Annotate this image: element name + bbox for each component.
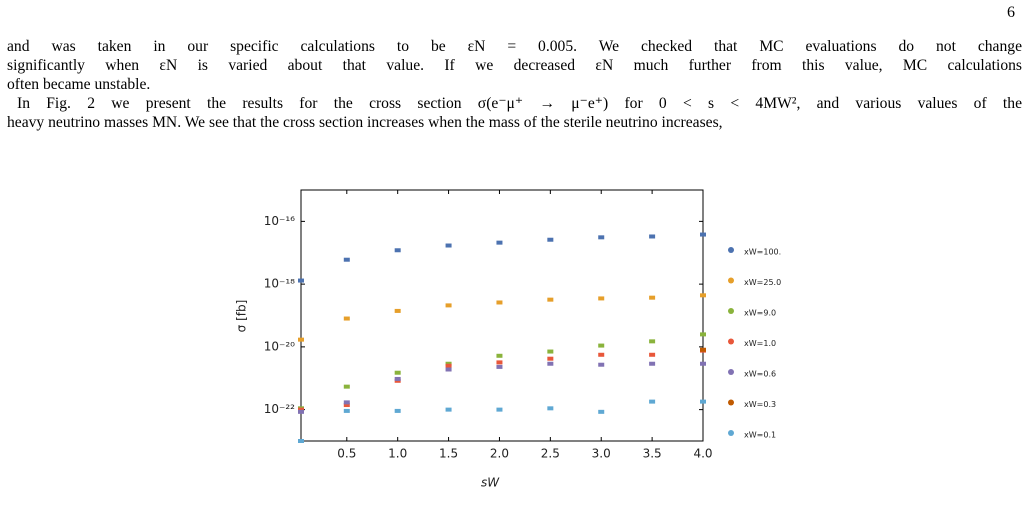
data-point (700, 347, 706, 352)
data-point (598, 296, 605, 301)
legend-label: xW=0.6 (744, 370, 776, 379)
legend-label: xW=100. (744, 248, 781, 257)
data-point (445, 407, 452, 412)
text-line: and was taken in our specific calculatio… (7, 38, 1022, 55)
data-point (445, 303, 452, 308)
data-point (298, 337, 304, 342)
data-point (298, 407, 304, 412)
data-point (649, 361, 656, 366)
data-point (547, 406, 554, 411)
legend-marker (728, 369, 734, 375)
data-point (445, 243, 452, 248)
data-point (343, 400, 350, 405)
data-point (700, 293, 706, 298)
legend-label: xW=9.0 (744, 309, 776, 318)
page-number: 6 (1007, 4, 1015, 21)
x-axis-label: sW (481, 476, 500, 490)
data-point (496, 364, 503, 369)
data-point (343, 408, 350, 413)
legend-marker (728, 338, 734, 345)
data-point (649, 352, 656, 357)
x-tick-label: 1.0 (388, 447, 407, 461)
legend-label: xW=0.1 (744, 431, 776, 440)
data-point (496, 240, 503, 245)
data-point (547, 297, 554, 302)
text-line: significantly when εN is varied about th… (7, 57, 1022, 74)
data-point (649, 339, 656, 344)
paragraph: and was taken in our specific calculatio… (7, 37, 1022, 94)
data-point (298, 278, 304, 283)
x-tick-label: 3.0 (592, 447, 611, 461)
plot-frame (300, 189, 704, 442)
legend-marker (728, 308, 734, 314)
data-point (343, 384, 350, 389)
x-tick-label: 0.5 (337, 447, 356, 461)
legend-label: xW=25.0 (744, 278, 781, 287)
data-point (298, 409, 304, 414)
data-point (700, 332, 706, 337)
data-point (649, 295, 656, 300)
data-point (700, 232, 706, 237)
data-point (496, 407, 503, 412)
data-point (598, 409, 605, 414)
data-point (343, 316, 350, 321)
data-point (700, 399, 706, 404)
data-point (394, 308, 401, 313)
x-tick-label: 2.0 (490, 447, 509, 461)
data-point (547, 356, 554, 361)
data-point (496, 300, 503, 305)
data-point (394, 408, 401, 413)
data-point (394, 376, 401, 381)
data-point (598, 343, 605, 348)
data-point (496, 353, 503, 358)
data-point (649, 234, 656, 239)
y-tick-label: 10⁻¹⁶ (264, 214, 295, 228)
legend-label: xW=0.3 (744, 400, 776, 409)
y-tick-label: 10⁻²² (264, 402, 295, 416)
legend-marker (728, 247, 734, 253)
data-point (547, 237, 554, 242)
data-point (598, 352, 605, 357)
y-tick-label: 10⁻²⁰ (264, 339, 295, 353)
text-line: heavy neutrino masses MN. We see that th… (7, 114, 723, 131)
data-point (547, 349, 554, 354)
data-point (598, 235, 605, 240)
data-point (445, 367, 452, 372)
x-tick-label: 3.5 (643, 447, 662, 461)
data-point (343, 403, 350, 408)
legend-label: xW=1.0 (744, 339, 776, 348)
x-tick-label: 1.5 (439, 447, 458, 461)
paragraph: In Fig. 2 we present the results for the… (7, 94, 1022, 132)
data-point (343, 257, 350, 262)
data-point (394, 370, 401, 375)
data-point (700, 361, 706, 366)
data-point (445, 361, 452, 366)
data-point (547, 361, 554, 366)
data-point (394, 248, 401, 253)
data-point (496, 360, 503, 365)
legend-marker (728, 430, 734, 436)
data-point (598, 362, 605, 367)
legend-marker (728, 277, 734, 284)
y-axis-label: σ [fb] (235, 300, 249, 333)
x-tick-label: 2.5 (541, 447, 560, 461)
text-line: In Fig. 2 we present the results for the… (17, 95, 1022, 112)
data-point (649, 399, 656, 404)
x-tick-label: 4.0 (693, 447, 712, 461)
data-point (445, 363, 452, 368)
data-point (298, 439, 304, 443)
text-line: often became unstable. (7, 76, 151, 93)
legend-marker (728, 399, 734, 406)
y-tick-label: 10⁻¹⁸ (264, 277, 295, 291)
